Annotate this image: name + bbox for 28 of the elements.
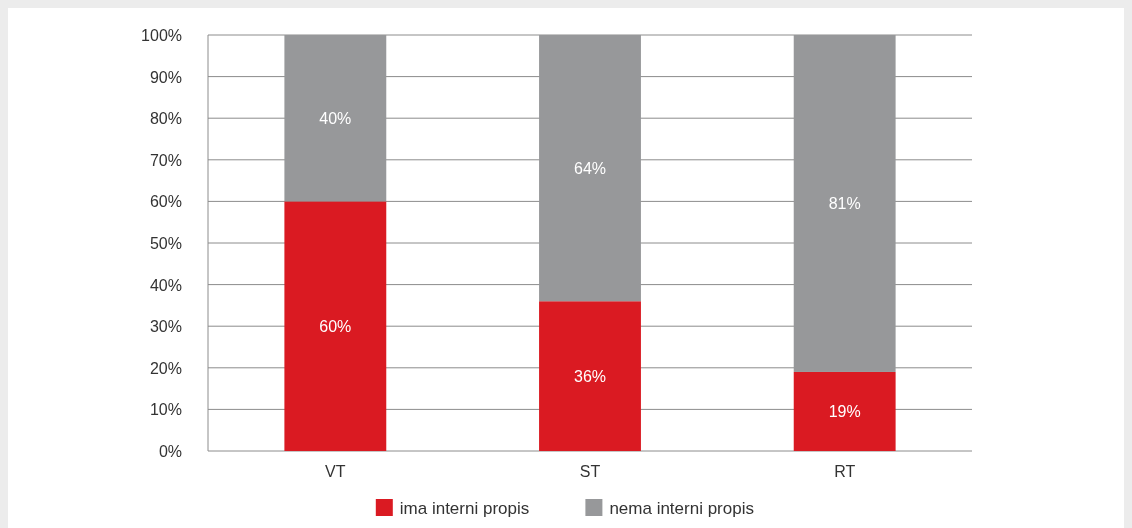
bar (284, 35, 387, 202)
bar (539, 301, 641, 451)
y-tick-label: 70% (149, 151, 182, 169)
data-label: 81% (828, 195, 861, 213)
data-label: 64% (573, 160, 607, 178)
y-tick-label: 90% (149, 68, 182, 86)
y-tick-label: 20% (149, 359, 182, 377)
x-tick-label: RT (834, 463, 856, 480)
x-tick-label: VT (325, 463, 346, 480)
bar (793, 371, 896, 451)
x-tick-label: ST (579, 463, 601, 480)
y-tick-label: 100% (141, 27, 182, 44)
data-label: 60% (319, 318, 352, 336)
bar (539, 35, 641, 302)
data-label: 36% (573, 368, 607, 386)
bar (284, 201, 387, 451)
data-label: 19% (828, 403, 861, 421)
y-tick-label: 40% (149, 276, 182, 294)
y-tick-label: 0% (158, 443, 182, 460)
y-tick-label: 30% (149, 318, 182, 336)
legend-label: nema interni propis (609, 499, 754, 518)
legend-label: ima interni propis (399, 499, 530, 518)
y-tick-label: 50% (149, 235, 182, 252)
bar (793, 35, 896, 372)
y-tick-label: 60% (149, 193, 182, 211)
data-label: 40% (319, 110, 352, 128)
y-tick-label: 10% (149, 401, 182, 419)
y-tick-label: 80% (149, 110, 182, 128)
